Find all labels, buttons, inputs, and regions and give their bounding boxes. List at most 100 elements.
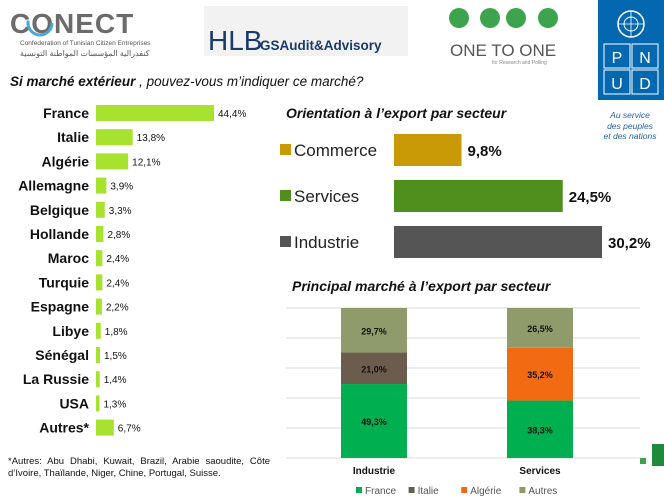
country-value-label: 2,8% bbox=[107, 230, 130, 241]
orientation-value-label: 9,8% bbox=[467, 143, 501, 160]
conect-subtitle-ar: كنفدرالية المؤسسات المواطنة التونسية bbox=[20, 49, 150, 58]
orientation-chart-title: Orientation à l’export par secteur bbox=[286, 105, 507, 121]
pnud-letter-u: U bbox=[611, 76, 623, 93]
country-bar bbox=[96, 129, 133, 146]
country-bar bbox=[96, 371, 100, 388]
pnud-tagline-line: des peuples bbox=[607, 120, 653, 131]
country-value-label: 2,2% bbox=[106, 303, 129, 314]
question-title: Si marché extérieur , pouvez-vous m’indi… bbox=[10, 74, 363, 89]
stacked-value-label: 38,3% bbox=[527, 425, 553, 435]
conect-swoosh-icon bbox=[26, 9, 54, 37]
stacked-segment bbox=[507, 400, 573, 458]
country-value-label: 3,3% bbox=[109, 206, 132, 217]
country-label: Hollande bbox=[30, 226, 89, 242]
country-value-label: 13,8% bbox=[137, 133, 165, 144]
conect-logo: CONECT Confederation of Tunisian Citizen… bbox=[4, 4, 174, 60]
orientation-value-label: 30,2% bbox=[608, 235, 651, 252]
country-label: Italie bbox=[57, 129, 89, 145]
country-label: Belgique bbox=[30, 202, 89, 218]
stacked-segment bbox=[341, 384, 407, 458]
country-bar bbox=[96, 105, 214, 121]
stacked-legend-label: Italie bbox=[418, 486, 440, 497]
conect-subtitle-fr: Confederation of Tunisian Citizen Entrep… bbox=[20, 40, 151, 47]
country-bar bbox=[96, 419, 114, 436]
one-to-one-wordmark: ONE TO ONE bbox=[450, 41, 556, 60]
principal-market-stacked-chart: 49,3% 21,0% 29,7% Industrie 38,3% 35,2% 26,5% S… bbox=[286, 307, 640, 497]
stacked-segment bbox=[507, 347, 573, 401]
orientation-bar bbox=[394, 226, 602, 258]
country-value-label: 3,9% bbox=[110, 182, 133, 193]
country-value-label: 1,5% bbox=[104, 351, 127, 362]
stacked-value-label: 29,7% bbox=[361, 326, 387, 336]
pnud-logo: P N U D bbox=[598, 0, 664, 100]
stacked-legend-label: Algérie bbox=[470, 486, 502, 497]
conect-wordmark: CONECT bbox=[10, 8, 134, 39]
stacked-legend-label: France bbox=[365, 486, 397, 497]
orientation-category-label: Services bbox=[294, 187, 359, 206]
country-label: Turquie bbox=[39, 274, 90, 290]
stacked-legend-swatch bbox=[519, 487, 526, 493]
pnud-tagline-line: et des nations bbox=[603, 131, 657, 141]
country-label: Sénégal bbox=[35, 347, 89, 363]
stacked-value-label: 35,2% bbox=[527, 370, 553, 380]
one-to-one-tagline: for Research and Polling bbox=[492, 60, 547, 66]
country-label: France bbox=[43, 105, 89, 121]
question-title-bold: Si marché extérieur bbox=[10, 74, 136, 89]
country-bar bbox=[96, 395, 100, 412]
country-label: Allemagne bbox=[18, 178, 89, 194]
stacked-segment bbox=[507, 308, 573, 348]
country-bar bbox=[96, 201, 105, 218]
question-title-rest: , pouvez-vous m’indiquer ce marché? bbox=[135, 74, 364, 89]
orientation-category-label: Commerce bbox=[294, 141, 377, 160]
orientation-legend-swatch bbox=[280, 144, 291, 155]
country-value-label: 12,1% bbox=[132, 157, 160, 168]
country-bar bbox=[96, 298, 102, 315]
country-label: Autres* bbox=[39, 420, 89, 436]
orientation-bar-chart: Commerce 9,8% Services 24,5% Industrie 30,2% bbox=[280, 134, 651, 258]
pnud-letter-d: D bbox=[639, 76, 651, 93]
stacked-category-label: Services bbox=[519, 466, 561, 477]
country-label: La Russie bbox=[23, 371, 89, 387]
pnud-letter-p: P bbox=[612, 50, 623, 67]
country-bar bbox=[96, 274, 103, 291]
hlb-wordmark: HLB bbox=[208, 25, 262, 56]
pnud-tagline: Au service des peuples et des nations bbox=[596, 110, 664, 142]
country-value-label: 6,7% bbox=[118, 424, 141, 435]
country-value-label: 2,4% bbox=[106, 254, 129, 265]
orientation-category-label: Industrie bbox=[294, 233, 359, 252]
stacked-legend-swatch bbox=[461, 487, 468, 493]
one-to-one-dot-icon bbox=[506, 8, 526, 28]
country-bar bbox=[96, 226, 104, 242]
pnud-tagline-line: Au service bbox=[610, 110, 650, 120]
hlb-logo: HLB GSAudit&Advisory bbox=[204, 6, 408, 56]
stacked-value-label: 49,3% bbox=[361, 417, 387, 427]
one-to-one-dot-icon bbox=[538, 8, 558, 28]
export-market-bar-chart: France 44,4% Italie 13,8% Algérie 12,1% Allema… bbox=[18, 105, 246, 436]
country-bar bbox=[96, 177, 107, 194]
country-value-label: 1,4% bbox=[104, 375, 127, 386]
country-label: Libye bbox=[52, 323, 89, 339]
stacked-category-label: Industrie bbox=[353, 466, 396, 477]
orientation-legend-swatch bbox=[280, 236, 291, 247]
pnud-letter-n: N bbox=[639, 50, 651, 67]
one-to-one-logo: ONE TO ONE for Research and Polling bbox=[448, 4, 580, 66]
country-value-label: 1,8% bbox=[105, 327, 128, 338]
stacked-legend-label: Autres bbox=[528, 486, 557, 497]
stacked-segment bbox=[341, 308, 407, 353]
stacked-value-label: 21,0% bbox=[361, 364, 387, 374]
country-label: Algérie bbox=[42, 153, 90, 169]
one-to-one-dot-icon bbox=[480, 8, 500, 28]
gsaudit-wordmark: GSAudit&Advisory bbox=[260, 38, 382, 53]
country-label: USA bbox=[59, 395, 89, 411]
country-bar bbox=[96, 153, 129, 170]
country-value-label: 1,3% bbox=[103, 399, 126, 410]
country-bar bbox=[96, 347, 100, 363]
stacked-value-label: 26,5% bbox=[527, 324, 553, 334]
country-label: Espagne bbox=[31, 299, 90, 315]
principal-market-chart-title: Principal marché à l’export par secteur bbox=[292, 278, 551, 294]
country-value-label: 2,4% bbox=[106, 278, 129, 289]
orientation-bar bbox=[394, 180, 563, 212]
country-label: Maroc bbox=[48, 250, 89, 266]
stacked-legend-swatch bbox=[356, 487, 362, 493]
one-to-one-dot-icon bbox=[449, 8, 469, 28]
